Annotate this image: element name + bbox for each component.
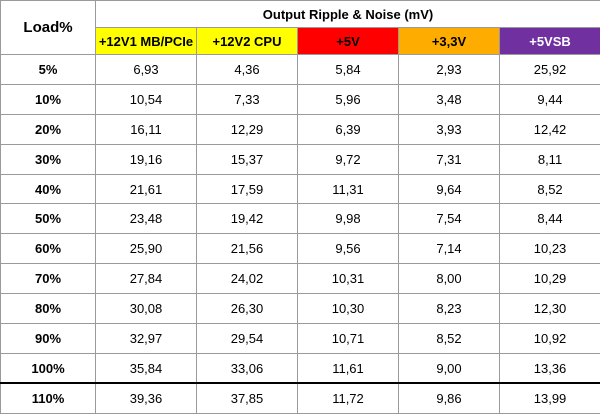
column-header: +5V xyxy=(298,28,399,55)
column-header: +12V2 CPU xyxy=(197,28,298,55)
value-cell: 25,92 xyxy=(500,55,600,85)
header-row: Load% Output Ripple & Noise (mV) xyxy=(1,1,600,28)
value-cell: 10,30 xyxy=(298,294,399,324)
value-cell: 10,31 xyxy=(298,264,399,294)
value-cell: 30,08 xyxy=(96,294,197,324)
value-cell: 12,42 xyxy=(500,114,600,144)
load-cell: 50% xyxy=(1,204,96,234)
value-cell: 27,84 xyxy=(96,264,197,294)
value-cell: 2,93 xyxy=(399,55,500,85)
value-cell: 23,48 xyxy=(96,204,197,234)
value-cell: 8,11 xyxy=(500,144,600,174)
load-cell: 100% xyxy=(1,353,96,383)
load-cell: 20% xyxy=(1,114,96,144)
load-cell: 90% xyxy=(1,324,96,354)
value-cell: 3,93 xyxy=(399,114,500,144)
value-cell: 8,44 xyxy=(500,204,600,234)
value-cell: 24,02 xyxy=(197,264,298,294)
value-cell: 10,23 xyxy=(500,234,600,264)
value-cell: 5,96 xyxy=(298,84,399,114)
value-cell: 4,36 xyxy=(197,55,298,85)
value-cell: 11,31 xyxy=(298,174,399,204)
value-cell: 10,71 xyxy=(298,324,399,354)
value-cell: 9,98 xyxy=(298,204,399,234)
value-cell: 10,29 xyxy=(500,264,600,294)
value-cell: 9,44 xyxy=(500,84,600,114)
value-cell: 9,56 xyxy=(298,234,399,264)
column-header: +5VSB xyxy=(500,28,600,55)
value-cell: 7,33 xyxy=(197,84,298,114)
value-cell: 8,00 xyxy=(399,264,500,294)
value-cell: 35,84 xyxy=(96,353,197,383)
load-cell: 110% xyxy=(1,383,96,413)
value-cell: 12,29 xyxy=(197,114,298,144)
value-cell: 10,54 xyxy=(96,84,197,114)
value-cell: 32,97 xyxy=(96,324,197,354)
column-header: +3,3V xyxy=(399,28,500,55)
group-header: Output Ripple & Noise (mV) xyxy=(96,1,600,28)
value-cell: 7,31 xyxy=(399,144,500,174)
value-cell: 3,48 xyxy=(399,84,500,114)
value-cell: 9,00 xyxy=(399,353,500,383)
value-cell: 13,36 xyxy=(500,353,600,383)
value-cell: 19,16 xyxy=(96,144,197,174)
value-cell: 29,54 xyxy=(197,324,298,354)
value-cell: 26,30 xyxy=(197,294,298,324)
load-cell: 40% xyxy=(1,174,96,204)
value-cell: 9,64 xyxy=(399,174,500,204)
value-cell: 13,99 xyxy=(500,383,600,413)
value-cell: 9,86 xyxy=(399,383,500,413)
value-cell: 7,14 xyxy=(399,234,500,264)
value-cell: 15,37 xyxy=(197,144,298,174)
load-cell: 30% xyxy=(1,144,96,174)
value-cell: 39,36 xyxy=(96,383,197,413)
value-cell: 6,39 xyxy=(298,114,399,144)
load-cell: 5% xyxy=(1,55,96,85)
value-cell: 33,06 xyxy=(197,353,298,383)
value-cell: 8,23 xyxy=(399,294,500,324)
value-cell: 8,52 xyxy=(500,174,600,204)
column-header: +12V1 MB/PCIe xyxy=(96,28,197,55)
value-cell: 10,92 xyxy=(500,324,600,354)
value-cell: 11,72 xyxy=(298,383,399,413)
load-cell: 80% xyxy=(1,294,96,324)
value-cell: 19,42 xyxy=(197,204,298,234)
load-header: Load% xyxy=(1,1,96,55)
value-cell: 9,72 xyxy=(298,144,399,174)
value-cell: 16,11 xyxy=(96,114,197,144)
value-cell: 8,52 xyxy=(399,324,500,354)
load-cell: 60% xyxy=(1,234,96,264)
value-cell: 17,59 xyxy=(197,174,298,204)
value-cell: 37,85 xyxy=(197,383,298,413)
load-cell: 10% xyxy=(1,84,96,114)
value-cell: 5,84 xyxy=(298,55,399,85)
value-cell: 21,56 xyxy=(197,234,298,264)
value-cell: 25,90 xyxy=(96,234,197,264)
value-cell: 12,30 xyxy=(500,294,600,324)
value-cell: 7,54 xyxy=(399,204,500,234)
value-cell: 6,93 xyxy=(96,55,197,85)
value-cell: 21,61 xyxy=(96,174,197,204)
load-cell: 70% xyxy=(1,264,96,294)
value-cell: 11,61 xyxy=(298,353,399,383)
